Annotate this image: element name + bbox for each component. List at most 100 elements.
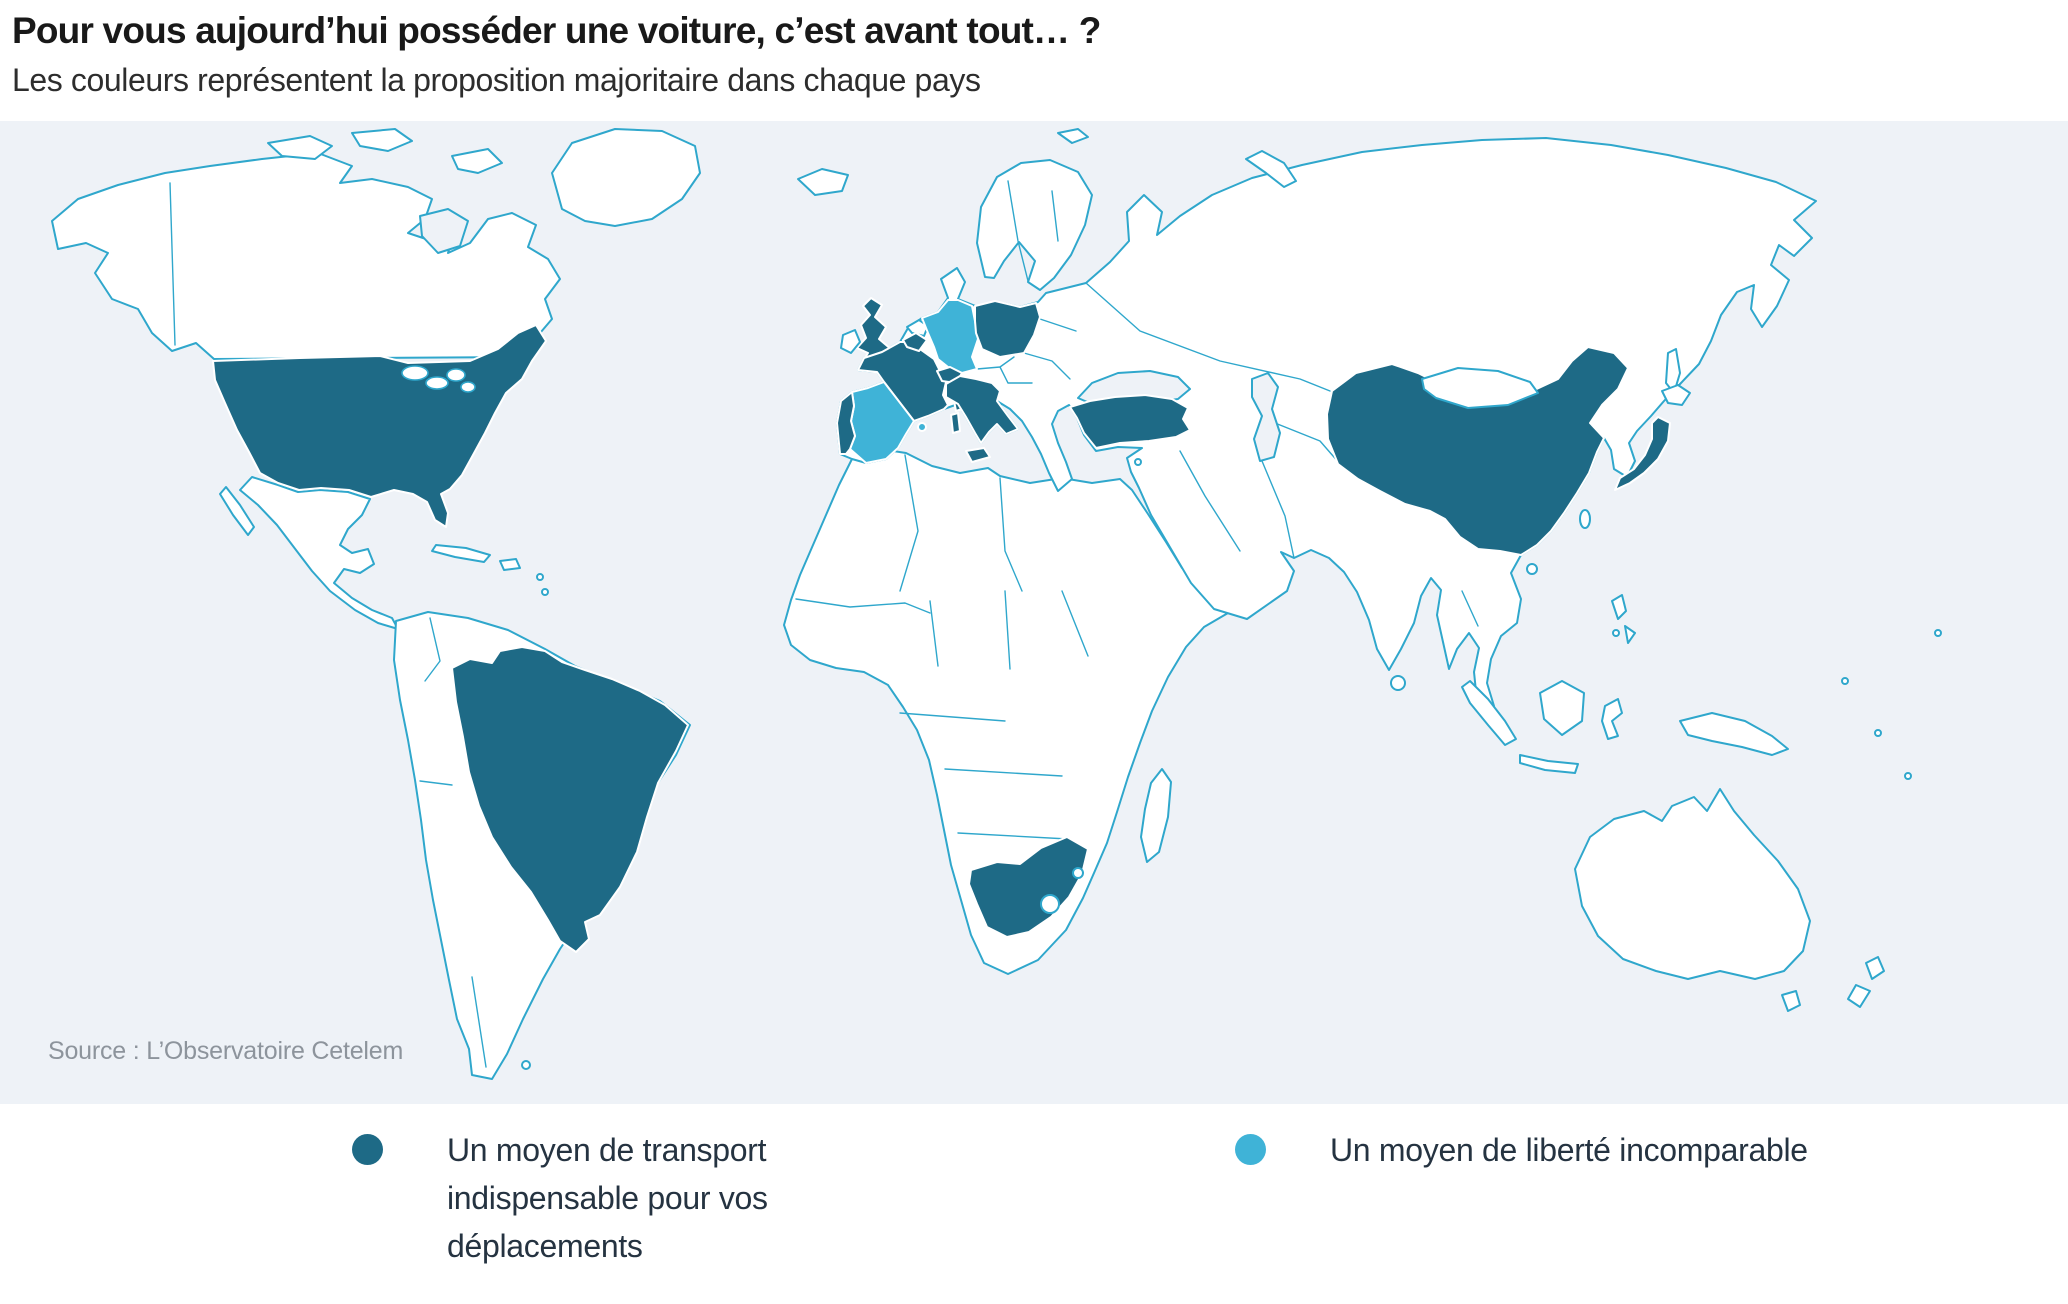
legend-label-indispensable: Un moyen de transport indispensable pour… [447, 1131, 768, 1264]
landmass-borneo [1540, 681, 1584, 735]
landmass-new-guinea [1680, 713, 1788, 755]
landmass-cyprus [1135, 459, 1141, 465]
landmass-hokkaido [1662, 385, 1690, 405]
page-subtitle: Les couleurs représentent la proposition… [12, 61, 981, 98]
country-sicily [966, 448, 990, 462]
border-sweden-finland [1052, 191, 1058, 241]
landmass-sri-lanka [1391, 676, 1405, 690]
landmass-ireland [841, 330, 860, 353]
legend-item-indispensable: Un moyen de transport indispensable pour… [352, 1126, 957, 1270]
landmass-new-zealand-north [1866, 957, 1884, 979]
landmass-pacific-island-3 [1905, 773, 1911, 779]
landmass-novaya-zemlya [1246, 151, 1296, 187]
border-africa-algeria [900, 455, 918, 591]
landmass-falklands [522, 1061, 530, 1069]
country-japan [1615, 417, 1670, 490]
world-map [0, 121, 2068, 1104]
country-portugal [837, 392, 855, 454]
landmass-arctic-island-1 [268, 136, 332, 159]
great-lake-4 [461, 382, 475, 392]
great-lake-1 [402, 366, 428, 380]
border-thailand [1462, 591, 1478, 626]
border-iran-east [1262, 461, 1294, 558]
hudson-bay [420, 209, 468, 253]
border-hungary [1000, 367, 1032, 383]
landmass-arctic-island-2 [352, 129, 412, 151]
great-lake-2 [426, 377, 448, 389]
landmass-eurasia [837, 138, 1816, 719]
border-africa-ethiopia [1062, 591, 1088, 656]
country-sardinia [951, 413, 960, 433]
landmass-antilles-1 [537, 574, 543, 580]
country-south-africa [969, 837, 1088, 937]
landmass-north-america [52, 153, 560, 359]
landmass-philippines-3 [1613, 630, 1619, 636]
border-africa-sahel [796, 599, 930, 613]
landmass-taiwan [1580, 510, 1590, 528]
border-ukraine [1040, 319, 1076, 331]
landmass-hispaniola [500, 559, 520, 570]
legend: Un moyen de transport indispensable pour… [0, 1103, 2068, 1278]
landmass-greenland [552, 129, 700, 226]
page-title: Pour vous aujourd’hui posséder une voitu… [12, 10, 1101, 51]
landmass-netherlands [907, 320, 928, 336]
country-turkey [1070, 395, 1190, 448]
landmass-hainan [1527, 564, 1537, 574]
world-map-panel: Source : L’Observatoire Cetelem [0, 120, 2068, 1104]
country-brazil [452, 647, 688, 952]
landmass-tasmania [1782, 991, 1800, 1011]
border-africa-zambia [958, 833, 1068, 839]
landmass-pacific-island-4 [1935, 630, 1941, 636]
border-south-america-2 [420, 781, 452, 785]
border-alaska-canada [170, 183, 175, 345]
great-lake-3 [447, 369, 465, 381]
landmass-iceland [798, 169, 848, 195]
country-belgium [903, 333, 927, 351]
landmass-new-zealand-south [1848, 985, 1870, 1007]
header: Pour vous aujourd’hui posséder une voitu… [0, 0, 2068, 99]
landmass-pacific-island-1 [1842, 678, 1848, 684]
border-romania [1024, 353, 1070, 379]
landmass-arctic-island-3 [452, 149, 502, 173]
landmass-africa [784, 449, 1250, 974]
landmass-mexico-central-america [240, 477, 398, 629]
landmass-sumatra [1462, 681, 1516, 745]
eswatini-enclave [1073, 868, 1083, 878]
border-central-asia [1270, 421, 1340, 464]
border-iran-west [1180, 451, 1240, 551]
landmass-svalbard [1058, 129, 1088, 143]
border-south-america-1 [425, 618, 440, 681]
border-africa-tanzania [945, 769, 1062, 776]
lesotho-enclave [1041, 895, 1059, 913]
country-germany [922, 300, 978, 373]
landmass-madagascar [1141, 769, 1171, 862]
border-africa-equator [900, 713, 1005, 721]
landmass-philippines-1 [1612, 595, 1626, 619]
landmass-sulawesi [1602, 699, 1622, 739]
landmass-scandinavia [977, 160, 1092, 290]
border-russia-south [1086, 283, 1330, 391]
border-africa-chad [930, 601, 938, 666]
landmass-sakhalin [1666, 349, 1680, 393]
legend-dot-indispensable-icon [352, 1133, 383, 1165]
landmass-mongolia [1422, 368, 1538, 408]
border-africa-sudan [1005, 591, 1010, 669]
country-poland [975, 301, 1040, 357]
legend-dot-liberte-icon [1235, 1133, 1266, 1165]
landmass-java [1520, 755, 1578, 773]
landmass-cuba [432, 545, 490, 562]
landmass-pacific-island-2 [1875, 730, 1881, 736]
border-south-america-3 [472, 977, 486, 1067]
landmass-antilles-2 [542, 589, 548, 595]
border-africa-libya-egypt [1000, 478, 1022, 591]
country-italy [946, 376, 1018, 443]
landmass-baja [220, 487, 254, 535]
country-balearics [918, 423, 926, 431]
landmass-philippines-2 [1625, 626, 1635, 643]
source-note: Source : L’Observatoire Cetelem [48, 1036, 404, 1065]
legend-label-liberte: Un moyen de liberté incomparable [1330, 1131, 1808, 1168]
caspian-sea [1252, 373, 1280, 461]
border-norway-sweden [1008, 181, 1028, 281]
legend-item-liberte: Un moyen de liberté incomparable [1235, 1126, 1808, 1174]
landmass-australia [1575, 789, 1810, 979]
